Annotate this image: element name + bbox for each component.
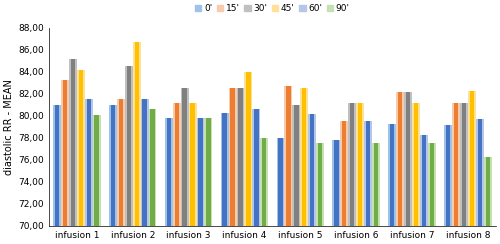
- Bar: [420, 135, 428, 226]
- Bar: [117, 99, 125, 226]
- Bar: [276, 138, 284, 226]
- Legend: 0', 15', 30', 45', 60', 90': 0', 15', 30', 45', 60', 90': [193, 3, 352, 15]
- Bar: [446, 125, 450, 226]
- Bar: [454, 103, 458, 226]
- Bar: [238, 88, 242, 226]
- Bar: [350, 103, 354, 226]
- Bar: [222, 112, 227, 226]
- Bar: [278, 138, 282, 226]
- Bar: [340, 122, 348, 226]
- Bar: [77, 70, 85, 226]
- Bar: [308, 114, 316, 226]
- Bar: [173, 103, 180, 226]
- Bar: [366, 122, 370, 226]
- Bar: [460, 103, 468, 226]
- Bar: [188, 103, 196, 226]
- Bar: [318, 143, 322, 226]
- Bar: [428, 143, 436, 226]
- Bar: [109, 105, 117, 226]
- Bar: [69, 59, 77, 226]
- Bar: [452, 103, 460, 226]
- Bar: [246, 72, 250, 226]
- Bar: [254, 109, 258, 226]
- Bar: [356, 103, 364, 226]
- Bar: [476, 119, 484, 226]
- Bar: [422, 135, 426, 226]
- Bar: [332, 140, 340, 226]
- Bar: [92, 115, 100, 226]
- Bar: [125, 66, 132, 226]
- Bar: [262, 138, 266, 226]
- Bar: [204, 118, 212, 226]
- Bar: [470, 91, 474, 226]
- Bar: [85, 99, 92, 226]
- Bar: [414, 103, 418, 226]
- Bar: [70, 59, 75, 226]
- Bar: [316, 143, 324, 226]
- Bar: [348, 103, 356, 226]
- Bar: [140, 99, 148, 226]
- Bar: [302, 88, 306, 226]
- Bar: [53, 105, 61, 226]
- Bar: [198, 118, 202, 226]
- Bar: [196, 118, 204, 226]
- Bar: [310, 114, 314, 226]
- Bar: [292, 105, 300, 226]
- Bar: [244, 72, 252, 226]
- Bar: [55, 105, 60, 226]
- Bar: [364, 122, 372, 226]
- Bar: [94, 115, 99, 226]
- Bar: [180, 88, 188, 226]
- Y-axis label: diastolic RR - MEAN: diastolic RR - MEAN: [4, 79, 14, 175]
- Bar: [61, 80, 69, 226]
- Bar: [334, 140, 338, 226]
- Bar: [398, 92, 402, 226]
- Bar: [478, 119, 482, 226]
- Bar: [484, 157, 492, 226]
- Bar: [78, 70, 83, 226]
- Bar: [166, 118, 171, 226]
- Bar: [372, 143, 380, 226]
- Bar: [132, 42, 140, 226]
- Bar: [230, 88, 235, 226]
- Bar: [86, 99, 91, 226]
- Bar: [111, 105, 115, 226]
- Bar: [412, 103, 420, 226]
- Bar: [284, 86, 292, 226]
- Bar: [134, 42, 139, 226]
- Bar: [390, 124, 394, 226]
- Bar: [150, 109, 154, 226]
- Bar: [342, 122, 346, 226]
- Bar: [228, 88, 236, 226]
- Bar: [396, 92, 404, 226]
- Bar: [388, 124, 396, 226]
- Bar: [404, 92, 412, 226]
- Bar: [252, 109, 260, 226]
- Bar: [286, 86, 290, 226]
- Bar: [406, 92, 410, 226]
- Bar: [462, 103, 466, 226]
- Bar: [182, 88, 187, 226]
- Bar: [174, 103, 179, 226]
- Bar: [236, 88, 244, 226]
- Bar: [63, 80, 67, 226]
- Bar: [220, 112, 228, 226]
- Bar: [126, 66, 131, 226]
- Bar: [468, 91, 476, 226]
- Bar: [142, 99, 147, 226]
- Bar: [165, 118, 173, 226]
- Bar: [190, 103, 194, 226]
- Bar: [430, 143, 434, 226]
- Bar: [260, 138, 268, 226]
- Bar: [148, 109, 156, 226]
- Bar: [118, 99, 123, 226]
- Bar: [374, 143, 378, 226]
- Bar: [294, 105, 298, 226]
- Bar: [486, 157, 490, 226]
- Bar: [358, 103, 362, 226]
- Bar: [206, 118, 210, 226]
- Bar: [444, 125, 452, 226]
- Bar: [300, 88, 308, 226]
